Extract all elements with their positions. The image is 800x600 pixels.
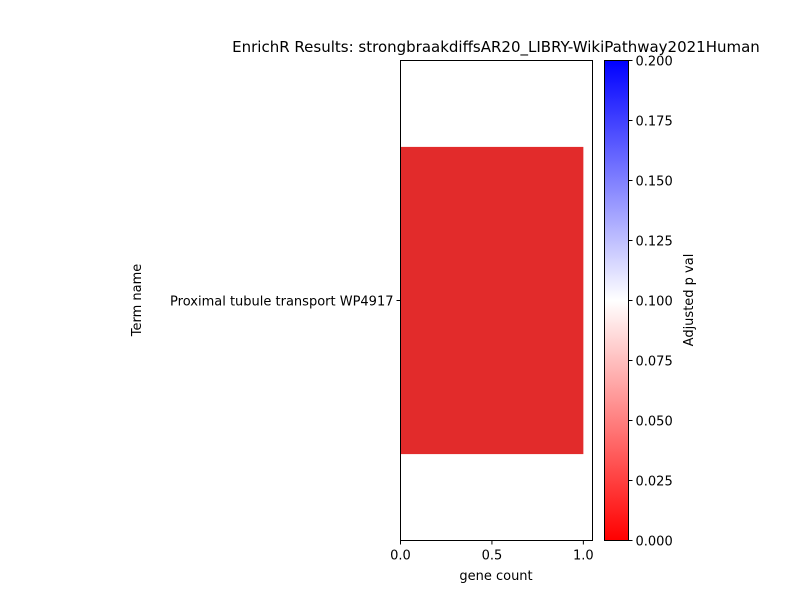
x-axis-ticks: 0.0 0.5 1.0 — [390, 540, 594, 564]
y-axis-ticks: Proximal tubule transport WP4917 — [170, 295, 401, 310]
chart-title: EnrichR Results: strongbraakdiffsAR20_LI… — [232, 38, 760, 57]
x-tick-label: 0.0 — [390, 549, 411, 564]
bar — [400, 146, 584, 455]
colorbar-tick-label: 0.000 — [636, 535, 673, 550]
colorbar-tick-label: 0.125 — [636, 235, 673, 250]
x-tick-label: 0.5 — [482, 549, 503, 564]
colorbar-tick-label: 0.175 — [636, 115, 673, 130]
colorbar-tick-label: 0.075 — [636, 355, 673, 370]
x-tick-label: 1.0 — [573, 549, 594, 564]
x-axis-label: gene count — [459, 569, 532, 584]
colorbar-tick-label: 0.050 — [636, 415, 673, 430]
colorbar-tick-label: 0.150 — [636, 175, 673, 190]
colorbar-tick-label: 0.100 — [636, 295, 673, 310]
colorbar — [604, 60, 629, 541]
y-tick-label: Proximal tubule transport WP4917 — [170, 295, 393, 310]
colorbar-ticks: 0.000 0.025 0.050 0.075 0.100 0.125 0.150 0.175… — [628, 55, 673, 550]
colorbar-label: Adjusted p val — [682, 254, 697, 347]
colorbar-tick-label: 0.025 — [636, 475, 673, 490]
colorbar-tick-label: 0.200 — [636, 55, 673, 70]
y-axis-label: Term name — [130, 264, 145, 338]
bars-group — [400, 146, 584, 455]
